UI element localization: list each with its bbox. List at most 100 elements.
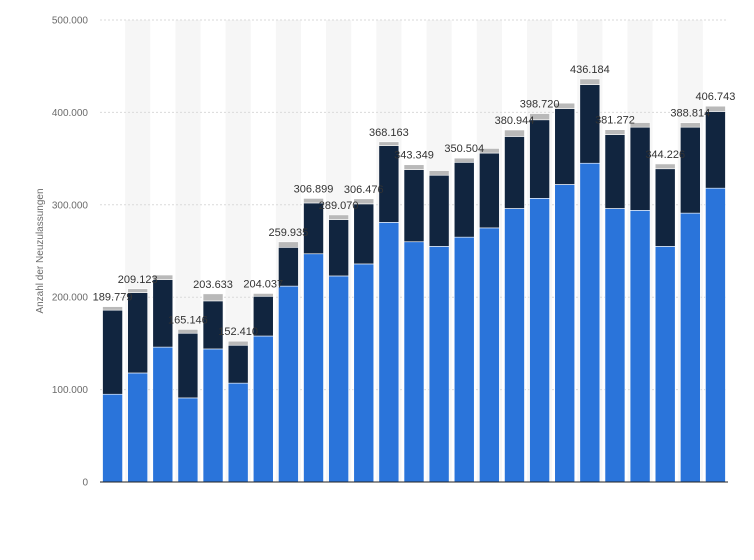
bar-segment	[177, 329, 199, 334]
bar-segment	[680, 122, 701, 128]
bar-segment	[554, 102, 576, 110]
data-label: 380.944	[495, 115, 535, 127]
data-label: 203.633	[193, 279, 233, 291]
bar-segment	[353, 263, 375, 483]
data-label: 381.272	[595, 115, 635, 127]
bar-segment	[378, 141, 400, 146]
bar-segment	[453, 236, 475, 483]
data-label: 306.899	[294, 183, 334, 195]
y-tick-label: 300.000	[52, 200, 89, 211]
data-label: 398.720	[520, 99, 560, 111]
bar-segment	[102, 306, 123, 311]
data-label: 306.476	[344, 184, 384, 196]
bar-segment	[479, 227, 500, 483]
data-label: 209.123	[118, 274, 158, 286]
bar-segment	[554, 184, 576, 483]
bar-segment	[227, 382, 249, 483]
y-tick-label: 100.000	[52, 385, 89, 396]
bar-segment	[654, 163, 676, 170]
bar-segment	[428, 170, 450, 176]
bar-segment	[529, 119, 550, 199]
data-label: 406.743	[696, 91, 736, 103]
bar-segment	[227, 340, 249, 346]
bar-segment	[328, 214, 349, 220]
bar-segment	[152, 346, 174, 483]
bar-segment	[705, 187, 726, 483]
bar-segment	[504, 136, 525, 209]
bar-segment	[453, 157, 475, 163]
data-label: 343.349	[394, 150, 434, 162]
bar-segment	[353, 198, 375, 205]
data-label: 152.410	[218, 326, 258, 338]
bar-segment	[252, 293, 274, 297]
bar-segment	[428, 246, 450, 483]
bar-segment	[479, 152, 500, 229]
bar-segment	[453, 161, 475, 238]
bar-segment	[479, 148, 500, 154]
bar-segment	[403, 241, 425, 483]
bar-segment	[680, 126, 701, 214]
bar-segment	[227, 344, 249, 384]
data-label: 368.163	[369, 127, 409, 139]
bar-segment	[278, 241, 299, 248]
bar-segment	[303, 253, 324, 483]
bar-segment	[353, 203, 375, 265]
bar-segment	[604, 129, 626, 135]
data-labels: 189.779 209.123 165.146 203.633 152.410 204.0…	[93, 64, 736, 338]
bar-segment	[152, 274, 174, 280]
data-label: 165.146	[168, 314, 208, 326]
y-tick-label: 500.000	[52, 16, 89, 27]
bar-segment	[705, 105, 726, 112]
bar-segment	[529, 198, 550, 483]
bar-segment	[629, 126, 651, 211]
bar-segment	[127, 288, 148, 293]
data-label: 388.814	[670, 108, 710, 120]
data-label: 350.504	[444, 143, 484, 155]
y-tick-label: 200.000	[52, 293, 89, 304]
data-label: 189.779	[93, 292, 133, 304]
bar-segment	[252, 335, 274, 483]
data-label: 259.935	[269, 227, 309, 239]
bar-segment	[102, 309, 123, 395]
bar-segment	[579, 78, 601, 85]
bar-segment	[554, 108, 576, 185]
bar-segment	[278, 285, 299, 483]
bar-segment	[604, 134, 626, 209]
bar-segment	[152, 279, 174, 348]
y-axis: 0 100.000 200.000 300.000 400.000 500.000	[52, 16, 728, 489]
bar-segment	[504, 208, 525, 483]
data-label: 204.037	[243, 278, 283, 290]
bar-segment	[102, 393, 123, 483]
bars	[102, 78, 726, 483]
bar-segment	[654, 168, 676, 247]
data-label: 289.070	[319, 200, 359, 212]
bar-segment	[680, 212, 701, 483]
bar-segment	[654, 246, 676, 483]
y-tick-label: 400.000	[52, 108, 89, 119]
y-axis-title: Anzahl der Neuzulassungen	[35, 188, 46, 313]
bar-segment	[177, 332, 199, 399]
bar-segment	[202, 348, 224, 483]
bar-segment	[202, 293, 224, 302]
bar-segment	[604, 208, 626, 483]
bar-segment	[579, 162, 601, 483]
bar-segment	[403, 164, 425, 170]
data-label: 344.226	[645, 149, 685, 161]
bar-segment	[177, 397, 199, 483]
bar-segment	[403, 169, 425, 243]
bar-segment	[328, 219, 349, 277]
bar-segment	[127, 292, 148, 374]
bar-segment	[629, 122, 651, 128]
data-label: 436.184	[570, 64, 610, 76]
bar-segment	[428, 174, 450, 247]
bar-segment	[303, 198, 324, 204]
bar-segment	[328, 275, 349, 483]
bar-segment	[529, 113, 550, 121]
bar-segment	[127, 372, 148, 483]
bar-segment	[504, 129, 525, 137]
bar-segment	[629, 210, 651, 483]
bar-segment	[378, 222, 400, 483]
y-tick-label: 0	[82, 478, 88, 489]
bar-segment	[705, 111, 726, 189]
